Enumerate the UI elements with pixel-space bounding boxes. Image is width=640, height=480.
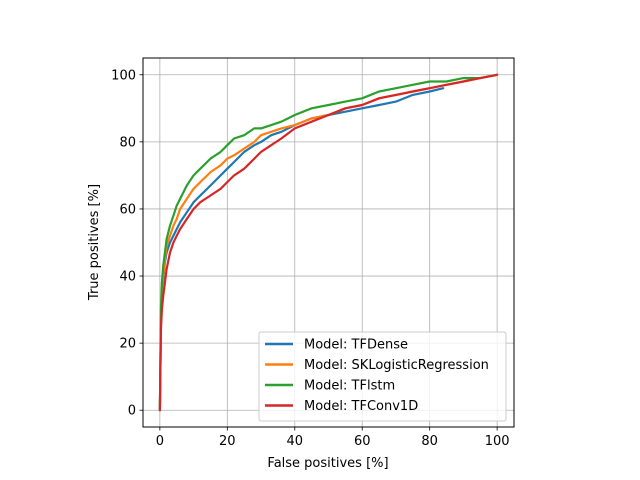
x-tick-label: 100 (485, 434, 510, 449)
legend-label-0: Model: TFDense (304, 338, 408, 353)
y-tick-label: 100 (111, 68, 136, 83)
y-tick-label: 80 (119, 135, 136, 150)
series-layer (158, 73, 499, 412)
x-tick-label: 20 (219, 434, 236, 449)
plot-frame (142, 57, 515, 428)
x-tick-label: 0 (156, 434, 164, 449)
legend-box (258, 331, 507, 422)
series-line-0 (158, 87, 445, 412)
legend-label-2: Model: TFlstm (304, 379, 395, 394)
x-axis-label: False positives [%] (267, 456, 388, 471)
series-line-2 (158, 73, 499, 412)
y-axis-label: True positives [%] (87, 184, 102, 301)
y-tick-label: 20 (119, 337, 136, 352)
x-tick-label: 80 (421, 434, 438, 449)
series-line-3 (158, 73, 499, 412)
axis-ticks: 0 20 40 60 80 100 0 20 40 60 80 100 (111, 68, 509, 449)
legend-label-1: Model: SKLogisticRegression (304, 358, 489, 373)
legend-label-3: Model: TFConv1D (304, 399, 418, 414)
legend: Model: TFDense Model: SKLogisticRegressio… (258, 331, 507, 422)
y-tick-label: 40 (119, 270, 136, 285)
grid (143, 58, 514, 427)
y-tick-label: 0 (128, 404, 136, 419)
y-tick-label: 60 (119, 202, 136, 217)
x-tick-label: 60 (354, 434, 371, 449)
x-tick-label: 40 (286, 434, 303, 449)
